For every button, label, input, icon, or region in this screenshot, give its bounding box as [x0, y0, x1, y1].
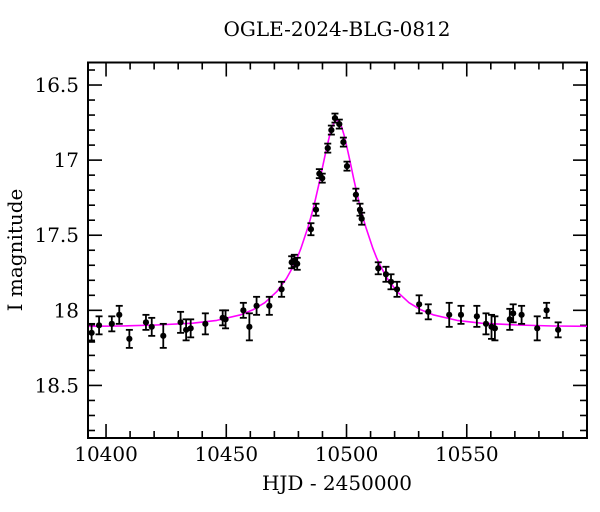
data-point — [393, 280, 401, 298]
data-point — [201, 312, 209, 336]
y-tick-label: 16.5 — [34, 73, 79, 97]
data-point — [177, 310, 185, 334]
data-point — [335, 118, 343, 130]
data-point — [95, 315, 103, 336]
data-point — [554, 321, 562, 339]
data-point — [488, 313, 496, 340]
model-curve-line — [89, 119, 588, 328]
data-point — [115, 304, 123, 325]
data-point — [327, 124, 335, 136]
data-point — [358, 211, 366, 226]
data-point — [445, 301, 453, 328]
tick-labels: 10400 10450 10500 10550 16.5 17 17.5 18 18.5 — [34, 73, 498, 466]
data-point — [108, 315, 116, 333]
data-point — [424, 303, 432, 321]
data-point — [509, 303, 517, 324]
y-axis-label: I magnitude — [3, 189, 27, 312]
data-point — [265, 295, 273, 316]
data-point — [533, 315, 541, 342]
data-point — [222, 309, 230, 330]
data-point — [245, 312, 253, 342]
data-point — [374, 261, 382, 276]
data-point — [125, 328, 133, 349]
data-point — [324, 142, 332, 154]
x-tick-label: 10400 — [74, 442, 138, 466]
data-point — [312, 202, 320, 217]
data-point — [88, 322, 96, 343]
plot-frame-and-ticks — [87, 61, 588, 439]
data-point — [491, 315, 499, 342]
data-point — [148, 316, 156, 337]
data-point — [182, 318, 190, 342]
y-tick-label: 18 — [54, 298, 79, 322]
data-point — [187, 318, 195, 339]
plot-title: OGLE-2024-BLG-0812 — [223, 17, 450, 41]
y-tick-label: 17 — [54, 148, 79, 172]
data-point — [473, 304, 481, 328]
data-point — [278, 280, 286, 298]
data-point — [253, 295, 261, 316]
data-point — [506, 307, 514, 331]
data-point — [142, 313, 150, 331]
y-tick-label: 17.5 — [34, 223, 79, 247]
data-point — [318, 172, 326, 184]
data-point — [159, 322, 167, 349]
data-point — [343, 160, 351, 172]
data-point — [482, 312, 490, 336]
y-tick-label: 18.5 — [34, 373, 79, 397]
data-point — [352, 187, 360, 202]
x-tick-label: 10450 — [194, 442, 258, 466]
data-point — [239, 301, 247, 319]
data-point — [293, 256, 301, 271]
data-point — [415, 294, 423, 315]
data-point — [457, 304, 465, 325]
data-point — [307, 222, 315, 237]
x-tick-label: 10550 — [435, 442, 499, 466]
model-curve — [89, 119, 588, 328]
data-point — [543, 301, 551, 319]
x-axis-label: HJD - 2450000 — [262, 471, 412, 495]
data-points — [88, 112, 562, 349]
x-tick-label: 10500 — [315, 442, 379, 466]
data-point — [518, 304, 526, 325]
data-point — [339, 136, 347, 148]
data-point — [387, 273, 395, 291]
